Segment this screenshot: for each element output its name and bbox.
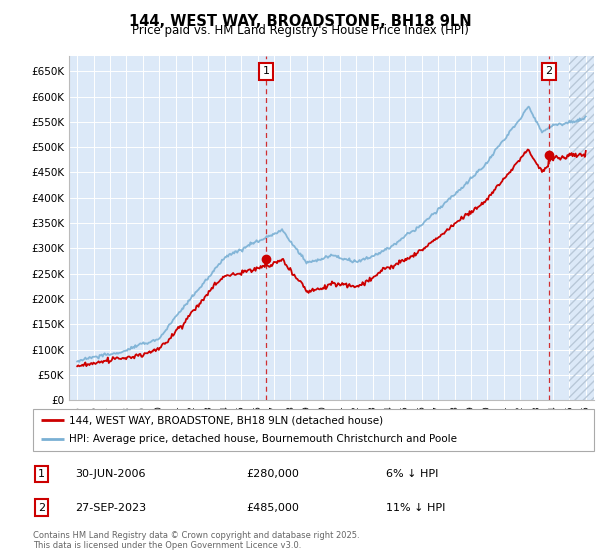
Text: 2: 2: [545, 67, 553, 77]
Text: 11% ↓ HPI: 11% ↓ HPI: [386, 502, 446, 512]
Text: 1: 1: [262, 67, 269, 77]
Text: 1: 1: [38, 469, 45, 479]
FancyBboxPatch shape: [33, 409, 594, 451]
Text: Price paid vs. HM Land Registry's House Price Index (HPI): Price paid vs. HM Land Registry's House …: [131, 24, 469, 37]
Text: £485,000: £485,000: [246, 502, 299, 512]
Text: 27-SEP-2023: 27-SEP-2023: [75, 502, 146, 512]
Text: 2: 2: [38, 502, 45, 512]
Text: 6% ↓ HPI: 6% ↓ HPI: [386, 469, 439, 479]
Text: 144, WEST WAY, BROADSTONE, BH18 9LN: 144, WEST WAY, BROADSTONE, BH18 9LN: [128, 14, 472, 29]
Bar: [569, 56, 594, 400]
Text: £280,000: £280,000: [246, 469, 299, 479]
Text: 144, WEST WAY, BROADSTONE, BH18 9LN (detached house): 144, WEST WAY, BROADSTONE, BH18 9LN (det…: [70, 415, 383, 425]
Text: HPI: Average price, detached house, Bournemouth Christchurch and Poole: HPI: Average price, detached house, Bour…: [70, 435, 457, 445]
Text: Contains HM Land Registry data © Crown copyright and database right 2025.
This d: Contains HM Land Registry data © Crown c…: [33, 531, 359, 550]
Text: 30-JUN-2006: 30-JUN-2006: [75, 469, 146, 479]
